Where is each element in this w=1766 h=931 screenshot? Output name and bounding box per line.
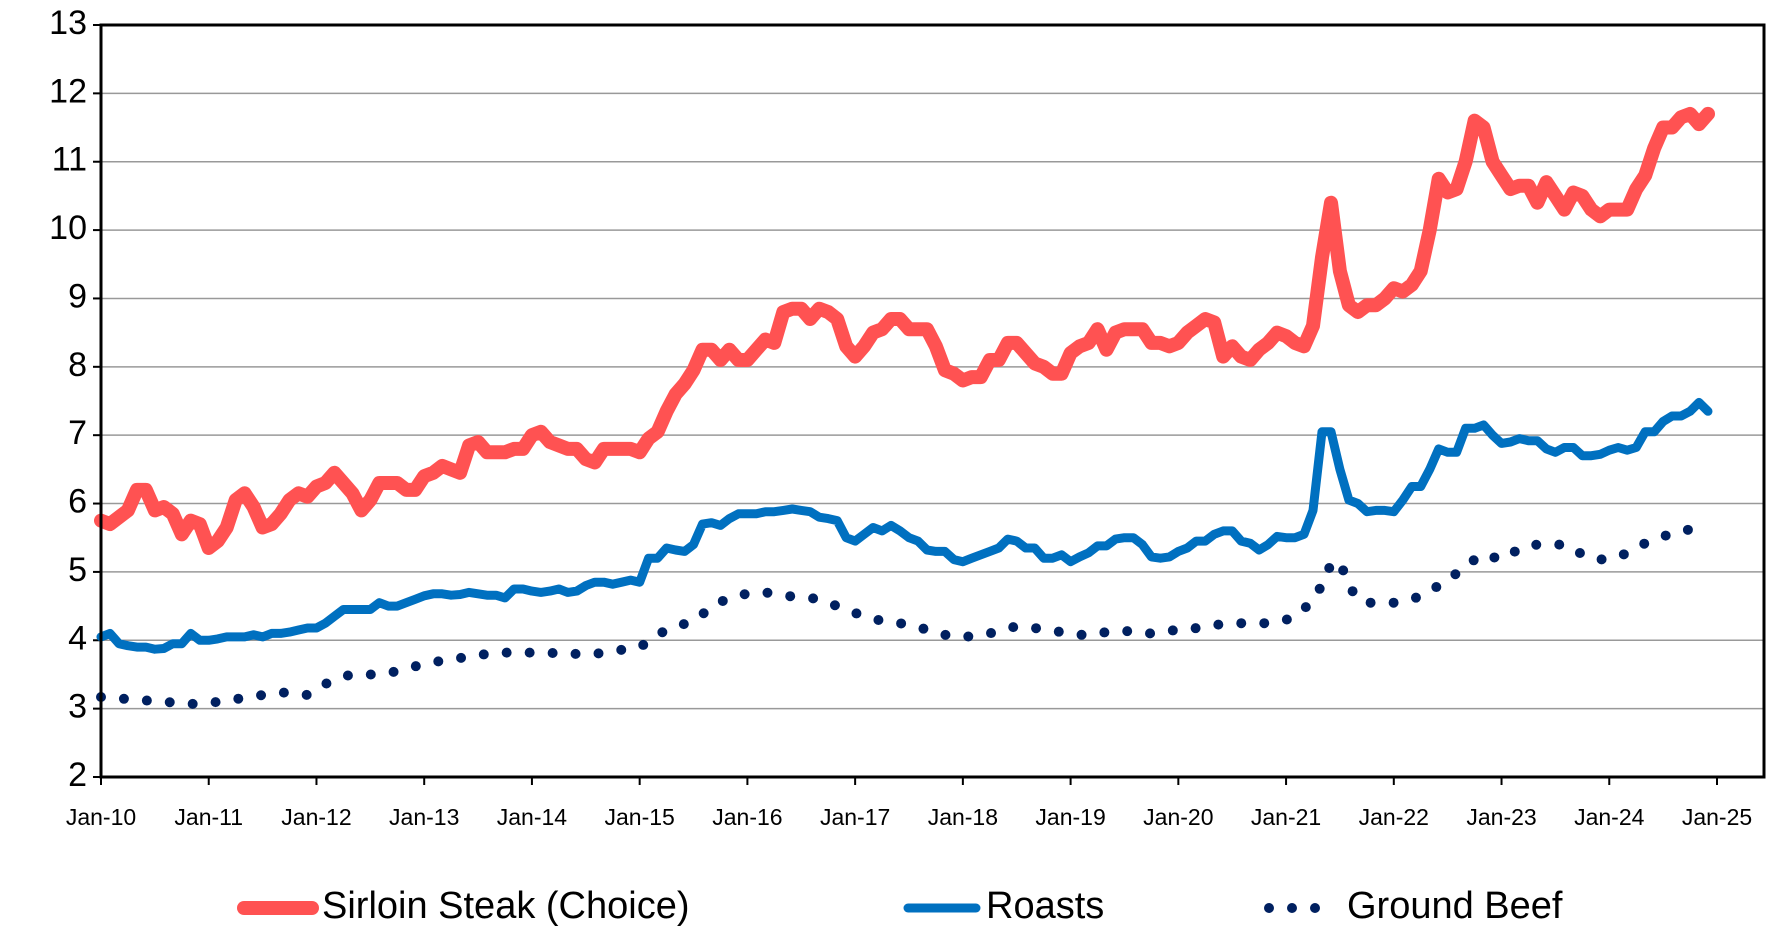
y-tick-label: 9 bbox=[68, 277, 87, 315]
x-tick-label: Jan-24 bbox=[1574, 804, 1645, 830]
x-tick-label: Jan-10 bbox=[66, 804, 136, 830]
series-line bbox=[96, 397, 1713, 654]
x-tick-label: Jan-23 bbox=[1466, 804, 1536, 830]
legend-label: Roasts bbox=[986, 885, 1104, 927]
x-tick-label: Jan-12 bbox=[281, 804, 351, 830]
series-line bbox=[94, 106, 1715, 555]
y-tick-label: 3 bbox=[68, 688, 87, 726]
y-tick-label: 10 bbox=[49, 209, 87, 247]
y-tick-label: 11 bbox=[52, 141, 87, 179]
y-tick-label: 4 bbox=[68, 619, 87, 657]
series-line bbox=[96, 521, 1713, 709]
y-tick-label: 6 bbox=[68, 483, 87, 521]
plot-frame bbox=[99, 23, 1766, 779]
x-tick-label: Jan-20 bbox=[1143, 804, 1213, 830]
y-tick-label: 8 bbox=[68, 346, 87, 384]
x-tick-label: Jan-21 bbox=[1251, 804, 1321, 830]
y-tick-label: 7 bbox=[68, 414, 87, 452]
y-tick-label: 12 bbox=[49, 72, 87, 110]
legend-label: Sirloin Steak (Choice) bbox=[322, 885, 689, 927]
x-tick-label: Jan-16 bbox=[712, 804, 782, 830]
legend-label: Ground Beef bbox=[1347, 885, 1563, 927]
x-tick-label: Jan-15 bbox=[605, 804, 675, 830]
x-tick-label: Jan-18 bbox=[928, 804, 998, 830]
x-tick-label: Jan-13 bbox=[389, 804, 459, 830]
y-tick-label: 13 bbox=[49, 4, 87, 42]
y-tick-label: 5 bbox=[68, 551, 87, 589]
x-tick-label: Jan-14 bbox=[497, 804, 568, 830]
y-tick-label: 2 bbox=[68, 756, 87, 794]
x-tick-label: Jan-22 bbox=[1359, 804, 1429, 830]
x-tick-label: Jan-25 bbox=[1682, 804, 1752, 830]
x-tick-label: Jan-11 bbox=[174, 804, 243, 830]
x-tick-label: Jan-19 bbox=[1035, 804, 1105, 830]
x-tick-label: Jan-17 bbox=[820, 804, 890, 830]
